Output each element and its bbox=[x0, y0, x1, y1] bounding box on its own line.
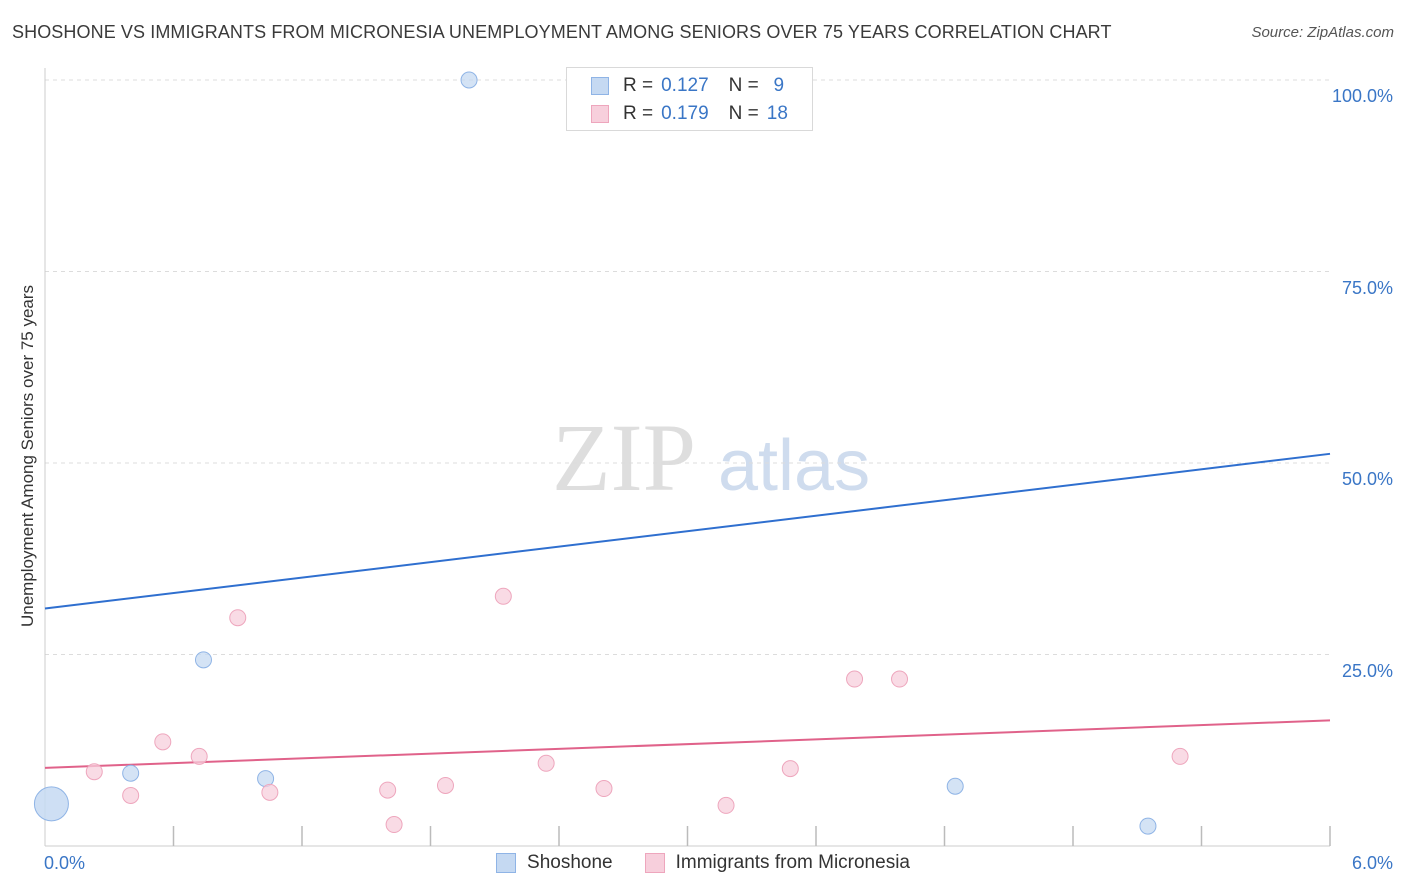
y-tick-label-100: 100.0% bbox=[1331, 86, 1393, 106]
point-micronesia-3[interactable] bbox=[190, 747, 208, 765]
legend-r-value-micronesia: 0.179 bbox=[661, 103, 709, 124]
correlation-legend: R = 0.127 N = 9 R = 0.179 N = 18 bbox=[566, 67, 813, 131]
y-tick-label-50: 50.0% bbox=[1341, 469, 1393, 489]
point-micronesia-7[interactable] bbox=[385, 816, 403, 834]
legend-r-value-shoshone: 0.127 bbox=[661, 75, 709, 96]
legend-n-value-micronesia: 18 bbox=[766, 103, 788, 124]
trend-lines bbox=[44, 452, 1331, 769]
legend-row-micronesia: R = 0.179 N = 18 bbox=[591, 101, 788, 127]
legend-r-label: R = bbox=[623, 75, 654, 96]
point-micronesia-5[interactable] bbox=[261, 783, 279, 801]
point-micronesia-1[interactable] bbox=[122, 786, 140, 804]
grid-lines bbox=[45, 79, 1330, 655]
x-tick-label-min: 0.0% bbox=[44, 853, 86, 873]
point-shoshone-0[interactable] bbox=[33, 786, 69, 822]
legend-n-label: N = bbox=[728, 103, 759, 124]
point-micronesia-11[interactable] bbox=[595, 780, 613, 798]
point-micronesia-6[interactable] bbox=[379, 781, 397, 799]
chart-title: SHOSHONE VS IMMIGRANTS FROM MICRONESIA U… bbox=[12, 22, 1112, 42]
point-micronesia-8[interactable] bbox=[436, 776, 454, 794]
axes bbox=[44, 68, 1331, 847]
legend-r-label: R = bbox=[623, 103, 654, 124]
watermark-zip: ZIP bbox=[552, 404, 696, 511]
watermark: ZIP atlas bbox=[552, 404, 870, 511]
legend-swatch-micronesia bbox=[591, 105, 609, 123]
point-shoshone-8[interactable] bbox=[1139, 817, 1157, 835]
point-micronesia-9[interactable] bbox=[494, 587, 512, 605]
point-shoshone-1[interactable] bbox=[122, 764, 140, 782]
y-tick-label-75: 75.0% bbox=[1341, 277, 1393, 298]
point-shoshone-2[interactable] bbox=[194, 651, 212, 669]
legend-swatch-shoshone bbox=[591, 77, 609, 95]
point-micronesia-2[interactable] bbox=[154, 733, 172, 751]
legend-n-label: N = bbox=[728, 75, 759, 96]
point-micronesia-12[interactable] bbox=[717, 796, 735, 814]
point-shoshone-4[interactable] bbox=[460, 71, 478, 89]
source-credit: Source: ZipAtlas.com bbox=[1251, 24, 1394, 41]
legend-swatch-shoshone bbox=[496, 853, 517, 873]
x-tick-label-max: 6.0% bbox=[1351, 853, 1393, 873]
point-micronesia-14[interactable] bbox=[846, 670, 864, 688]
point-micronesia-4[interactable] bbox=[229, 609, 247, 627]
legend-n-value-shoshone: 9 bbox=[773, 75, 785, 96]
legend-row-shoshone: R = 0.127 N = 9 bbox=[591, 73, 791, 99]
watermark-atlas: atlas bbox=[718, 426, 870, 506]
point-micronesia-13[interactable] bbox=[781, 760, 799, 778]
point-micronesia-16[interactable] bbox=[1171, 747, 1189, 765]
series-legend: Shoshone Immigrants from Micronesia bbox=[0, 852, 1406, 874]
point-micronesia-10[interactable] bbox=[537, 754, 555, 772]
y-tick-label-25: 25.0% bbox=[1341, 660, 1393, 681]
point-micronesia-15[interactable] bbox=[891, 670, 909, 688]
legend-swatch-micronesia bbox=[644, 853, 665, 873]
trend-line-shoshone bbox=[44, 452, 1331, 610]
legend-item-shoshone[interactable]: Shoshone bbox=[496, 852, 613, 874]
trend-line-micronesia bbox=[44, 719, 1331, 769]
legend-item-micronesia[interactable]: Immigrants from Micronesia bbox=[644, 852, 910, 874]
point-shoshone-7[interactable] bbox=[946, 777, 964, 795]
legend-label-micronesia: Immigrants from Micronesia bbox=[675, 852, 910, 873]
point-micronesia-0[interactable] bbox=[85, 763, 103, 781]
legend-label-shoshone: Shoshone bbox=[527, 852, 613, 873]
